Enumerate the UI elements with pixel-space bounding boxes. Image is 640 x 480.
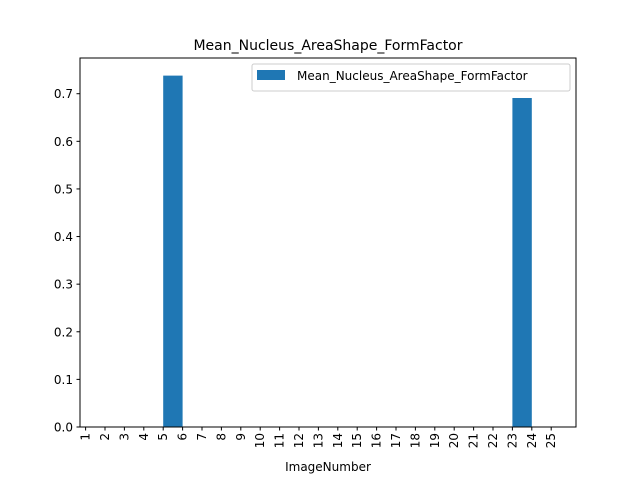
x-tick-label: 20 [447,433,461,448]
x-tick-label: 24 [525,433,539,448]
x-tick-label: 8 [214,433,228,441]
plot-frame [79,57,577,428]
x-tick-label: 15 [350,433,364,448]
y-tick-label: 0.4 [54,230,73,244]
x-tick-label: 19 [428,433,442,448]
x-tick-label: 2 [98,433,112,441]
x-tick-label: 21 [467,433,481,448]
x-tick-label: 16 [370,433,384,448]
legend-label: Mean_Nucleus_AreaShape_FormFactor [297,69,528,83]
x-tick-label: 13 [311,433,325,448]
x-tick-label: 4 [137,433,151,441]
bar-23 [512,97,532,427]
x-axis-label: ImageNumber [285,460,371,474]
x-tick-label: 5 [156,433,170,441]
x-tick-label: 11 [273,433,287,448]
y-tick-label: 0.6 [54,135,73,149]
y-tick-label: 0.0 [54,421,73,435]
bar-5 [163,75,183,428]
y-axis: 0.0 0.1 0.2 0.3 0.4 0.5 0.6 0.7 [54,87,80,435]
x-tick-label: 6 [176,433,190,441]
x-tick-label: 14 [331,433,345,448]
chart-title: Mean_Nucleus_AreaShape_FormFactor [193,38,462,54]
legend-swatch [257,70,285,80]
legend-frame [251,63,571,92]
y-tick-label: 0.3 [54,278,73,292]
y-tick-label: 0.2 [54,325,73,339]
y-tick-label: 0.1 [54,373,73,387]
x-tick-label: 23 [505,433,519,448]
x-tick-label: 7 [195,433,209,441]
bars-group [163,75,532,428]
x-tick-label: 22 [486,433,500,448]
x-tick-label: 17 [389,433,403,448]
x-axis: 1 2 3 4 5 6 7 8 9 10 11 12 13 14 15 16 17 18 19 20 21 22 23 24 2… [79,427,558,448]
x-tick-label: 1 [79,433,93,441]
x-tick-label: 12 [292,433,306,448]
x-tick-label: 18 [408,433,422,448]
x-tick-label: 10 [253,433,267,448]
x-tick-label: 25 [544,433,558,448]
x-tick-label: 9 [234,433,248,441]
x-tick-label: 3 [117,433,131,441]
legend: Mean_Nucleus_AreaShape_FormFactor [251,63,571,92]
y-tick-label: 0.5 [54,182,73,196]
y-tick-label: 0.7 [54,87,73,101]
